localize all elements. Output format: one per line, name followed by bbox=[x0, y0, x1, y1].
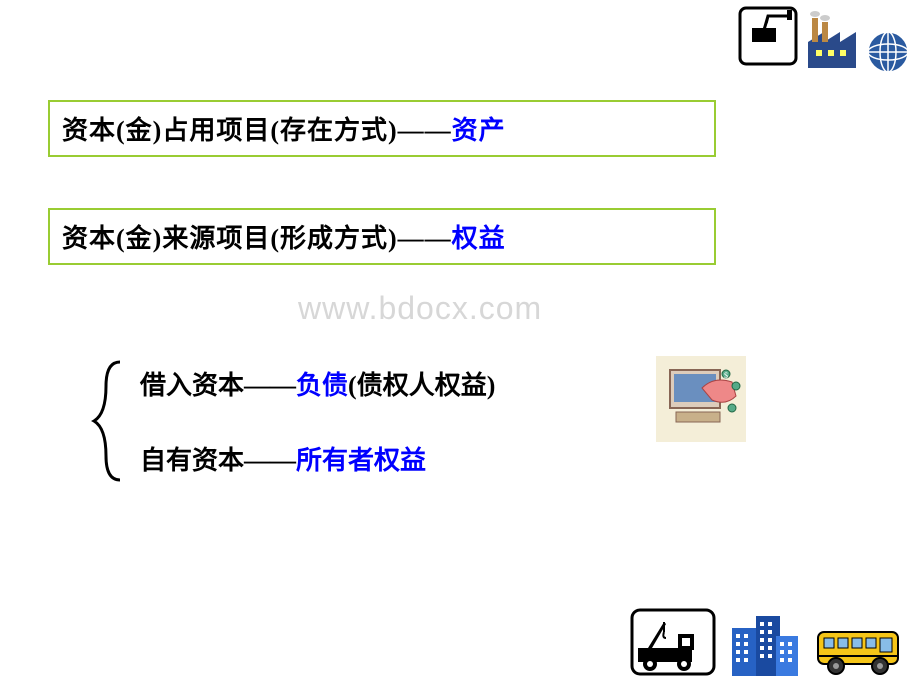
computer-deal-icon: $ bbox=[656, 356, 746, 447]
watermark-text: www.bdocx.com bbox=[298, 290, 542, 327]
brace-group: 借入资本——负债(债权人权益) 自有资本——所有者权益 bbox=[90, 356, 495, 486]
construction-beam-icon bbox=[738, 6, 798, 74]
curly-brace-icon bbox=[90, 356, 126, 486]
line1-highlight: 负债 bbox=[296, 371, 348, 400]
box1-prefix: 资本(金)占用项目(存在方式)—— bbox=[62, 116, 452, 145]
box-assets: 资本(金)占用项目(存在方式)——资产 bbox=[48, 100, 716, 157]
brace-lines: 借入资本——负债(债权人权益) 自有资本——所有者权益 bbox=[140, 365, 495, 477]
line1-suffix: (债权人权益) bbox=[348, 371, 495, 400]
top-icon-row bbox=[738, 6, 910, 74]
brace-line-liabilities: 借入资本——负债(债权人权益) bbox=[140, 365, 495, 402]
line2-prefix: 自有资本—— bbox=[140, 446, 296, 475]
line1-prefix: 借入资本—— bbox=[140, 371, 296, 400]
line2-highlight: 所有者权益 bbox=[296, 446, 426, 475]
svg-text:$: $ bbox=[724, 371, 728, 380]
box1-highlight: 资产 bbox=[452, 116, 506, 145]
brace-line-owner-equity: 自有资本——所有者权益 bbox=[140, 440, 495, 477]
globe-icon bbox=[866, 30, 910, 74]
box2-prefix: 资本(金)来源项目(形成方式)—— bbox=[62, 224, 452, 253]
factory-icon bbox=[802, 6, 862, 74]
box2-highlight: 权益 bbox=[452, 224, 506, 253]
box-equity: 资本(金)来源项目(形成方式)——权益 bbox=[48, 208, 716, 265]
tow-truck-icon bbox=[630, 608, 716, 680]
school-bus-icon bbox=[814, 624, 906, 680]
bottom-icon-row bbox=[630, 608, 906, 680]
buildings-icon bbox=[726, 608, 804, 680]
